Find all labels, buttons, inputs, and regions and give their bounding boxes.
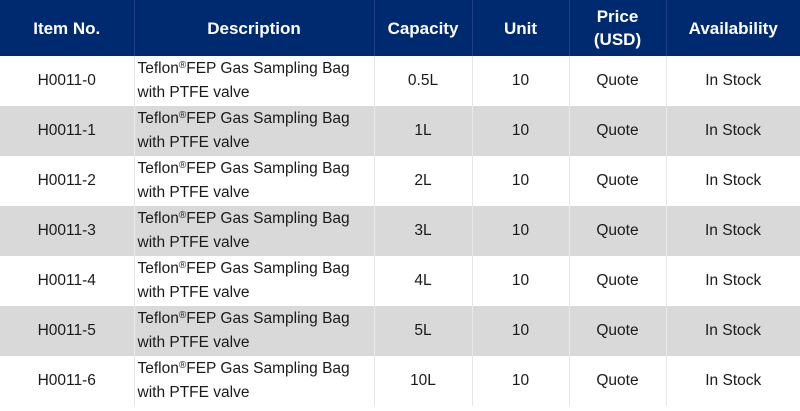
description-brand: Teflon — [137, 110, 179, 127]
description-line-2: with PTFE valve — [137, 284, 250, 301]
description-cell: Teflon®FEP Gas Sampling Bag with PTFE va… — [134, 106, 375, 156]
description-line-1: Teflon®FEP Gas Sampling Bag — [138, 307, 370, 331]
table-row: H0011-0 Teflon®FEP Gas Sampling Bag with… — [0, 56, 800, 106]
description-cell: Teflon®FEP Gas Sampling Bag with PTFE va… — [134, 306, 375, 356]
availability-cell: In Stock — [705, 272, 762, 289]
header-price-line1: Price — [596, 7, 639, 26]
description-line-2: with PTFE valve — [137, 134, 250, 151]
price-cell: Quote — [569, 256, 667, 306]
item-no-cell: H0011-1 — [0, 106, 135, 156]
unit-cell: 10 — [472, 256, 570, 306]
description-rest: FEP Gas Sampling Bag — [186, 210, 350, 227]
capacity-cell: 10L — [374, 356, 473, 406]
description-cell: Teflon®FEP Gas Sampling Bag with PTFE va… — [134, 206, 375, 256]
registered-mark: ® — [178, 210, 187, 221]
availability-cell: In Stock — [705, 72, 762, 89]
table-row: H0011-1 Teflon®FEP Gas Sampling Bag with… — [0, 106, 800, 156]
header-unit: Unit — [472, 0, 570, 56]
unit-cell: 10 — [472, 156, 570, 206]
capacity-cell: 1L — [374, 106, 473, 156]
description-line-2: with PTFE valve — [137, 184, 250, 201]
description-line-2: with PTFE valve — [137, 234, 250, 251]
description-cell: Teflon®FEP Gas Sampling Bag with PTFE va… — [134, 256, 375, 306]
table-row: H0011-4 Teflon®FEP Gas Sampling Bag with… — [0, 256, 800, 306]
description-line-1: Teflon®FEP Gas Sampling Bag — [138, 207, 370, 231]
item-no-cell: H0011-6 — [0, 356, 135, 406]
description-line-1: Teflon®FEP Gas Sampling Bag — [138, 107, 370, 131]
description-cell: Teflon®FEP Gas Sampling Bag with PTFE va… — [134, 56, 375, 106]
header-row: Item No. Description Capacity Unit Price… — [0, 0, 800, 56]
table-row: H0011-6 Teflon®FEP Gas Sampling Bag with… — [0, 356, 800, 406]
header-price: Price (USD) — [569, 0, 667, 56]
price-cell: Quote — [569, 206, 667, 256]
availability-cell: In Stock — [666, 206, 800, 256]
table-body: H0011-0 Teflon®FEP Gas Sampling Bag with… — [0, 56, 800, 406]
description-line-1: Teflon®FEP Gas Sampling Bag — [138, 257, 370, 281]
capacity-cell: 2L — [374, 156, 473, 206]
availability-cell: In Stock — [666, 306, 800, 356]
description-brand: Teflon — [137, 360, 179, 377]
description-line-1: Teflon®FEP Gas Sampling Bag — [138, 57, 370, 81]
item-no-cell: H0011-2 — [0, 156, 135, 206]
unit-cell: 10 — [472, 206, 570, 256]
header-availability: Availability — [688, 18, 778, 38]
price-cell: Quote — [569, 56, 667, 106]
description-cell: Teflon®FEP Gas Sampling Bag with PTFE va… — [134, 156, 375, 206]
header-capacity: Capacity — [374, 0, 473, 56]
capacity-cell: 5L — [374, 306, 473, 356]
capacity-cell: 3L — [374, 206, 473, 256]
description-brand: Teflon — [137, 160, 179, 177]
description-line-2: with PTFE valve — [137, 334, 250, 351]
description-cell: Teflon®FEP Gas Sampling Bag with PTFE va… — [134, 356, 375, 406]
table-header: Item No. Description Capacity Unit Price… — [0, 0, 800, 56]
unit-cell: 10 — [472, 106, 570, 156]
description-line-1: Teflon®FEP Gas Sampling Bag — [138, 157, 370, 181]
description-brand: Teflon — [137, 310, 179, 327]
description-line-2: with PTFE valve — [137, 84, 250, 101]
item-no-cell: H0011-3 — [0, 206, 135, 256]
availability-cell: In Stock — [705, 172, 762, 189]
registered-mark: ® — [178, 310, 187, 321]
registered-mark: ® — [178, 160, 187, 171]
unit-cell: 10 — [472, 306, 570, 356]
table-row: H0011-3 Teflon®FEP Gas Sampling Bag with… — [0, 206, 800, 256]
registered-mark: ® — [178, 60, 187, 71]
description-line-2: with PTFE valve — [137, 384, 250, 401]
registered-mark: ® — [178, 110, 187, 121]
item-no-cell: H0011-5 — [0, 306, 135, 356]
price-cell: Quote — [569, 356, 667, 406]
item-no-cell: H0011-4 — [0, 256, 135, 306]
unit-cell: 10 — [472, 56, 570, 106]
description-rest: FEP Gas Sampling Bag — [186, 60, 350, 77]
price-cell: Quote — [569, 306, 667, 356]
description-rest: FEP Gas Sampling Bag — [186, 310, 350, 327]
description-line-1: Teflon®FEP Gas Sampling Bag — [138, 357, 370, 381]
availability-cell: In Stock — [705, 372, 762, 389]
description-brand: Teflon — [137, 210, 179, 227]
header-item-no: Item No. — [0, 0, 135, 56]
price-cell: Quote — [569, 156, 667, 206]
registered-mark: ® — [178, 360, 187, 371]
availability-cell: In Stock — [666, 106, 800, 156]
description-rest: FEP Gas Sampling Bag — [186, 160, 350, 177]
capacity-cell: 0.5L — [374, 56, 473, 106]
table-row: H0011-5 Teflon®FEP Gas Sampling Bag with… — [0, 306, 800, 356]
unit-cell: 10 — [472, 356, 570, 406]
description-rest: FEP Gas Sampling Bag — [186, 110, 350, 127]
header-price-line2: (USD) — [593, 30, 642, 49]
header-description: Description — [134, 0, 375, 56]
item-no-cell: H0011-0 — [0, 56, 135, 106]
price-cell: Quote — [569, 106, 667, 156]
description-brand: Teflon — [137, 260, 179, 277]
description-brand: Teflon — [137, 60, 179, 77]
description-rest: FEP Gas Sampling Bag — [186, 360, 350, 377]
table-row: H0011-2 Teflon®FEP Gas Sampling Bag with… — [0, 156, 800, 206]
description-rest: FEP Gas Sampling Bag — [186, 260, 350, 277]
registered-mark: ® — [178, 260, 187, 271]
capacity-cell: 4L — [374, 256, 473, 306]
